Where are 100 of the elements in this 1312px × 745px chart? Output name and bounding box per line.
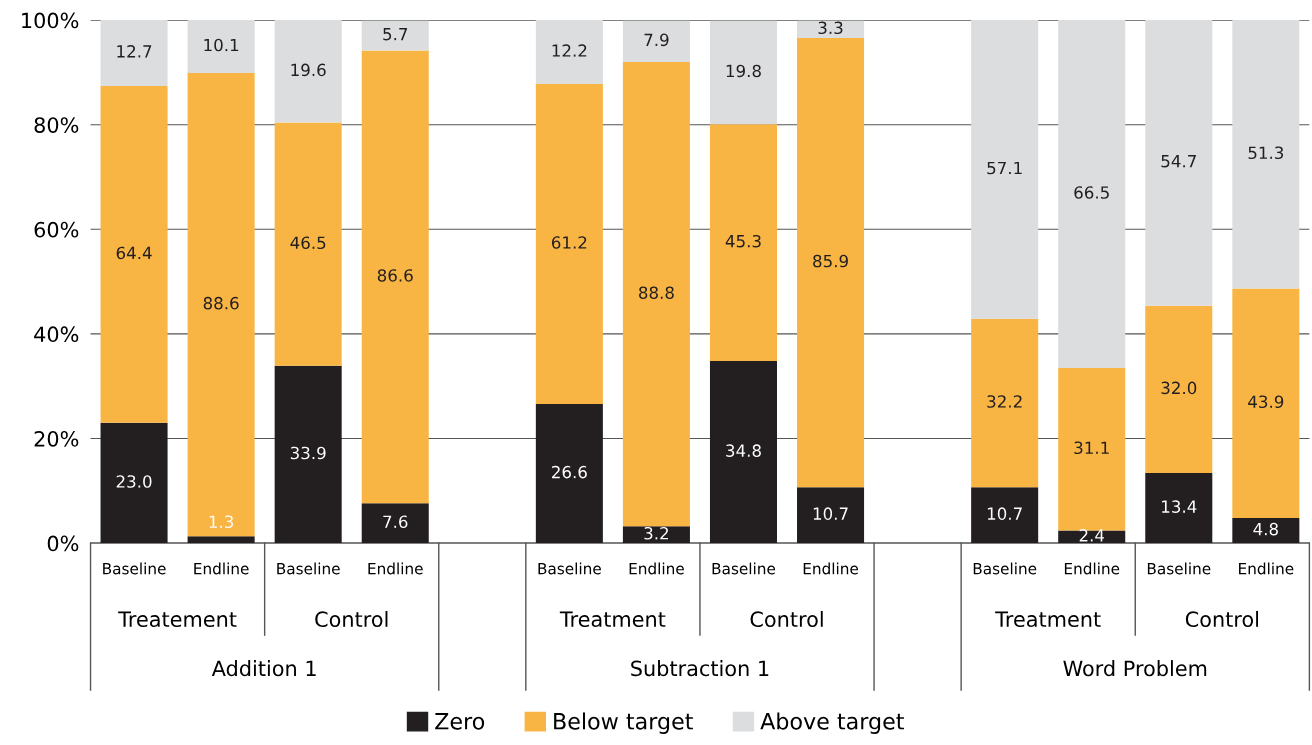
bar bbox=[1145, 20, 1213, 306]
x-tick-label: Baseline bbox=[712, 562, 776, 575]
bar bbox=[1058, 20, 1126, 368]
data-label: 23.0 bbox=[116, 475, 152, 488]
y-tick-label: 60% bbox=[34, 221, 79, 238]
bar bbox=[187, 72, 255, 537]
y-tick-label: 100% bbox=[22, 12, 79, 29]
bar bbox=[797, 487, 865, 544]
bar bbox=[1232, 518, 1300, 544]
y-tick-label: 40% bbox=[34, 326, 79, 343]
bar bbox=[797, 20, 865, 38]
data-label: 88.8 bbox=[639, 286, 674, 299]
data-label: 12.7 bbox=[117, 45, 152, 58]
data-label: 85.9 bbox=[813, 254, 848, 268]
x-tick-label: Endline bbox=[803, 562, 859, 575]
text: Control bbox=[750, 610, 823, 628]
bar bbox=[361, 20, 429, 51]
data-label: 32.2 bbox=[987, 395, 1022, 408]
bar bbox=[187, 20, 255, 73]
x-tick-label: Baseline bbox=[103, 562, 166, 575]
y-tick-label: 0% bbox=[47, 535, 79, 552]
bar bbox=[709, 361, 777, 544]
bar bbox=[361, 50, 429, 504]
data-label: 31.1 bbox=[1074, 441, 1109, 455]
text: Word Problem bbox=[1063, 660, 1207, 677]
x-tick-label: Endline bbox=[1239, 562, 1294, 575]
data-label: 32.0 bbox=[1161, 381, 1197, 395]
text: Treatment bbox=[559, 611, 666, 628]
data-label: 3.2 bbox=[644, 526, 669, 540]
bar bbox=[1232, 20, 1300, 289]
data-label: 5.7 bbox=[383, 27, 408, 41]
text: Control bbox=[315, 610, 388, 628]
x-tick-label: Baseline bbox=[277, 562, 340, 575]
bar bbox=[274, 365, 342, 544]
data-label: 7.9 bbox=[644, 33, 669, 47]
x-tick-label: Baseline bbox=[973, 562, 1037, 575]
data-label: 46.5 bbox=[290, 236, 326, 250]
legend-label: Zero bbox=[435, 713, 485, 730]
data-label: 64.4 bbox=[116, 246, 152, 260]
y-tick-label: 80% bbox=[34, 117, 79, 133]
legend-label: Below target bbox=[554, 712, 693, 734]
data-label: 10.1 bbox=[204, 38, 239, 52]
bar bbox=[1232, 288, 1300, 518]
data-label: 10.7 bbox=[813, 507, 848, 520]
x-tick-label: Endline bbox=[194, 562, 249, 575]
legend-label: Above target bbox=[760, 712, 904, 734]
text: Subtraction 1 bbox=[631, 660, 769, 677]
bar bbox=[1058, 367, 1126, 531]
bar bbox=[971, 20, 1039, 319]
bar bbox=[535, 83, 603, 404]
bar bbox=[535, 20, 603, 84]
bar bbox=[709, 20, 777, 125]
data-label: 88.6 bbox=[203, 296, 239, 310]
bar bbox=[622, 20, 690, 62]
data-label: 2.4 bbox=[1079, 529, 1105, 542]
data-label: 66.5 bbox=[1074, 186, 1109, 199]
x-tick-label: Endline bbox=[368, 562, 423, 575]
data-label: 13.4 bbox=[1162, 500, 1197, 513]
bar bbox=[100, 422, 168, 544]
bar bbox=[100, 86, 168, 423]
data-label: 12.2 bbox=[552, 44, 587, 57]
bar bbox=[622, 61, 690, 527]
data-label: 51.3 bbox=[1248, 146, 1284, 160]
x-tick-label: Endline bbox=[629, 562, 684, 575]
data-label: 54.7 bbox=[1161, 155, 1196, 168]
data-label: 19.6 bbox=[291, 63, 326, 77]
bar bbox=[622, 526, 690, 544]
bar bbox=[797, 37, 865, 488]
data-label: 86.6 bbox=[377, 269, 413, 282]
bar bbox=[971, 318, 1039, 488]
bar bbox=[187, 536, 255, 544]
data-label: 3.3 bbox=[818, 21, 843, 35]
data-label: 33.9 bbox=[290, 446, 326, 460]
data-label: 7.6 bbox=[383, 515, 408, 529]
text: Treatement bbox=[118, 611, 237, 628]
x-tick-label: Baseline bbox=[538, 562, 601, 575]
bar bbox=[100, 20, 168, 87]
data-label: 26.6 bbox=[552, 465, 587, 479]
data-label: 4.8 bbox=[1253, 522, 1278, 536]
data-label: 10.7 bbox=[987, 507, 1022, 520]
x-tick-label: Baseline bbox=[1147, 562, 1211, 575]
y-tick-label: 20% bbox=[34, 430, 79, 447]
bar bbox=[971, 487, 1039, 544]
data-label: 19.8 bbox=[726, 64, 761, 78]
data-label: 57.1 bbox=[987, 161, 1022, 175]
data-label: 61.2 bbox=[551, 236, 587, 249]
data-label: 34.8 bbox=[726, 444, 761, 457]
bar bbox=[709, 124, 777, 362]
bar bbox=[535, 403, 603, 544]
text: Treatment bbox=[995, 611, 1101, 628]
bar bbox=[1145, 473, 1213, 544]
bar bbox=[274, 122, 342, 366]
text: Control bbox=[1185, 610, 1259, 628]
x-tick-label: Endline bbox=[1064, 562, 1120, 575]
bar bbox=[1145, 305, 1213, 474]
text: Addition 1 bbox=[211, 660, 316, 677]
bar bbox=[274, 20, 342, 123]
data-label: 45.3 bbox=[725, 234, 761, 248]
bar bbox=[361, 503, 429, 544]
data-label: 1.3 bbox=[209, 515, 234, 529]
